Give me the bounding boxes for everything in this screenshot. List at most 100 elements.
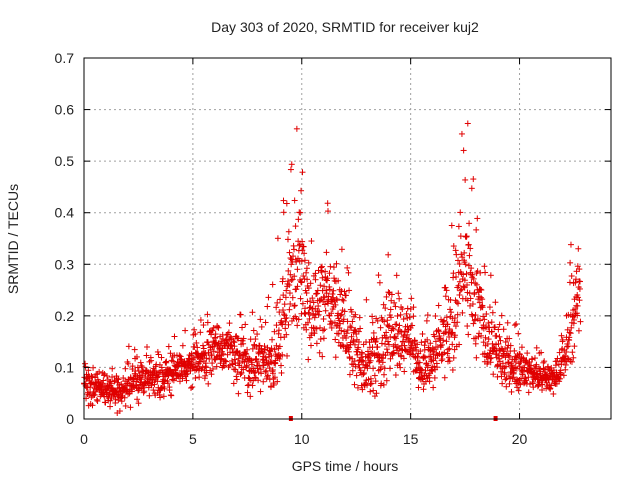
data-point: [150, 387, 157, 394]
data-point: [432, 312, 439, 319]
data-point: [496, 358, 503, 365]
data-point: [428, 367, 435, 374]
data-point: [276, 343, 283, 350]
data-point: [450, 270, 457, 277]
data-point: [105, 383, 112, 390]
data-point: [271, 328, 278, 335]
data-point: [151, 381, 158, 388]
data-point: [370, 387, 377, 394]
data-point: [478, 294, 485, 301]
data-point: [466, 220, 473, 227]
data-point: [253, 343, 260, 350]
data-point: [333, 322, 340, 329]
data-point: [452, 332, 459, 339]
y-tick-label: 0.2: [55, 308, 75, 324]
data-point: [294, 283, 301, 290]
data-point: [481, 316, 488, 323]
data-point: [293, 125, 300, 132]
data-point: [384, 338, 391, 345]
data-point: [466, 252, 473, 259]
data-point: [547, 385, 554, 392]
data-point: [191, 326, 198, 333]
data-point: [397, 311, 404, 318]
data-point: [506, 373, 513, 380]
data-point: [299, 238, 306, 245]
data-point: [269, 370, 276, 377]
data-point: [321, 326, 328, 333]
data-point: [112, 396, 119, 403]
data-point: [188, 384, 195, 391]
data-point: [210, 365, 217, 372]
x-tick-label: 10: [294, 431, 310, 447]
data-point: [200, 345, 207, 352]
data-point: [440, 318, 447, 325]
data-point: [335, 277, 342, 284]
data-point: [139, 364, 146, 371]
data-point: [285, 321, 292, 328]
data-point: [413, 360, 420, 367]
data-point: [321, 283, 328, 290]
data-point: [408, 342, 415, 349]
data-point: [237, 311, 244, 318]
data-point: [99, 380, 106, 387]
data-point: [414, 341, 421, 348]
data-point: [131, 346, 138, 353]
data-point: [438, 357, 445, 364]
data-point: [468, 311, 475, 318]
data-point: [104, 373, 111, 380]
data-point: [572, 276, 579, 283]
data-point: [558, 361, 565, 368]
data-point: [282, 294, 289, 301]
data-point: [266, 365, 273, 372]
data-point: [426, 378, 433, 385]
data-point: [278, 369, 285, 376]
data-point: [108, 380, 115, 387]
data-point: [154, 348, 161, 355]
data-point: [571, 316, 578, 323]
data-point: [508, 362, 515, 369]
data-point: [516, 363, 523, 370]
data-point: [92, 388, 99, 395]
data-point: [422, 354, 429, 361]
data-point: [338, 311, 345, 318]
data-point: [143, 352, 150, 359]
data-point: [298, 258, 305, 265]
data-point: [574, 302, 581, 309]
data-point: [355, 338, 362, 345]
data-point: [263, 367, 270, 374]
data-point: [230, 366, 237, 373]
data-point: [331, 275, 338, 282]
data-point: [399, 306, 406, 313]
data-point: [136, 386, 143, 393]
data-point: [385, 341, 392, 348]
data-point: [441, 374, 448, 381]
data-point: [308, 342, 315, 349]
data-point: [194, 344, 201, 351]
data-point: [403, 334, 410, 341]
data-point: [337, 320, 344, 327]
data-point: [567, 330, 574, 337]
data-point: [243, 362, 250, 369]
data-point: [248, 359, 255, 366]
data-point: [445, 346, 452, 353]
data-point: [345, 269, 352, 276]
data-point: [160, 393, 167, 400]
data-point: [381, 318, 388, 325]
data-point: [435, 328, 442, 335]
data-point: [262, 368, 269, 375]
data-point: [381, 365, 388, 372]
data-point: [319, 353, 326, 360]
data-point: [288, 317, 295, 324]
data-point: [376, 279, 383, 286]
data-point: [533, 361, 540, 368]
data-point: [325, 293, 332, 300]
data-point: [410, 304, 417, 311]
data-point: [278, 317, 285, 324]
data-point: [473, 281, 480, 288]
data-point: [179, 342, 186, 349]
data-point: [196, 374, 203, 381]
data-point: [409, 322, 416, 329]
data-point: [525, 389, 532, 396]
data-point: [311, 314, 318, 321]
data-point: [192, 374, 199, 381]
